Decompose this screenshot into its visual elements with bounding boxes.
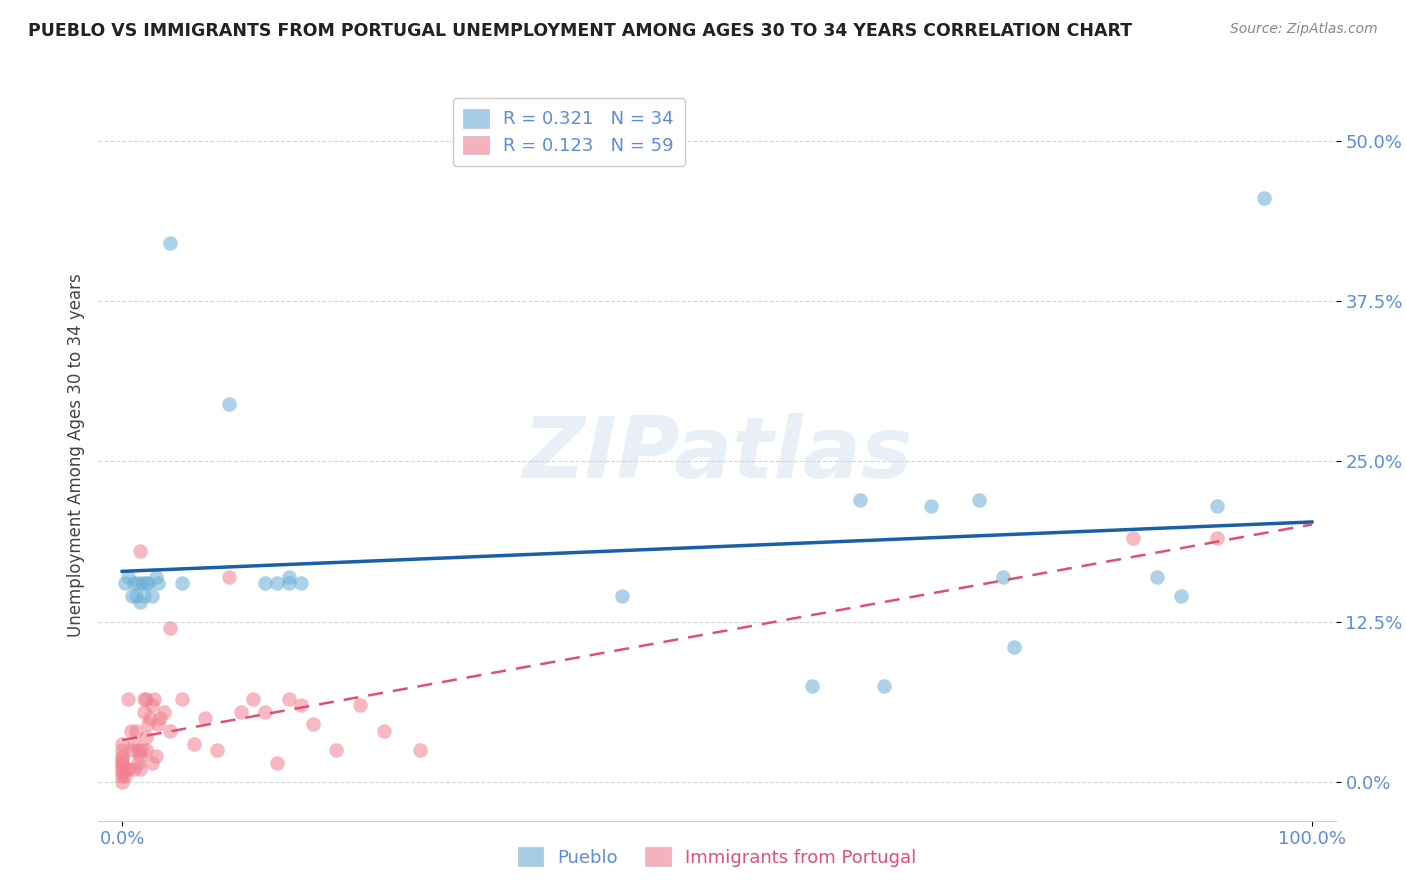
Point bbox=[159, 236, 181, 251]
Point bbox=[111, 756, 134, 770]
Point bbox=[146, 576, 169, 591]
Point bbox=[111, 743, 134, 757]
Point bbox=[132, 691, 155, 706]
Point bbox=[349, 698, 371, 713]
Point bbox=[135, 691, 157, 706]
Point bbox=[138, 711, 160, 725]
Point bbox=[127, 576, 149, 591]
Point bbox=[122, 576, 145, 591]
Point bbox=[277, 570, 299, 584]
Point bbox=[117, 762, 139, 776]
Point bbox=[141, 698, 163, 713]
Point bbox=[129, 762, 152, 776]
Point bbox=[170, 576, 193, 591]
Point bbox=[114, 769, 136, 783]
Point bbox=[121, 743, 143, 757]
Point bbox=[111, 762, 134, 776]
Point bbox=[218, 396, 240, 410]
Text: PUEBLO VS IMMIGRANTS FROM PORTUGAL UNEMPLOYMENT AMONG AGES 30 TO 34 YEARS CORREL: PUEBLO VS IMMIGRANTS FROM PORTUGAL UNEMP… bbox=[28, 22, 1132, 40]
Point bbox=[1205, 532, 1227, 546]
Point bbox=[991, 570, 1014, 584]
Point bbox=[131, 576, 153, 591]
Point bbox=[135, 743, 157, 757]
Text: ZIPatlas: ZIPatlas bbox=[522, 413, 912, 497]
Point bbox=[138, 717, 160, 731]
Point bbox=[132, 705, 155, 719]
Point bbox=[135, 576, 157, 591]
Point bbox=[408, 743, 430, 757]
Point bbox=[146, 717, 169, 731]
Point bbox=[114, 762, 136, 776]
Point bbox=[207, 743, 229, 757]
Point bbox=[183, 737, 205, 751]
Point bbox=[242, 691, 264, 706]
Point bbox=[121, 589, 143, 603]
Point bbox=[218, 570, 240, 584]
Point bbox=[135, 730, 157, 744]
Point bbox=[277, 691, 299, 706]
Point bbox=[872, 679, 894, 693]
Point bbox=[266, 576, 288, 591]
Point bbox=[153, 705, 176, 719]
Point bbox=[138, 576, 160, 591]
Point bbox=[122, 762, 145, 776]
Text: Source: ZipAtlas.com: Source: ZipAtlas.com bbox=[1230, 22, 1378, 37]
Point bbox=[129, 749, 152, 764]
Point bbox=[149, 711, 172, 725]
Point bbox=[127, 743, 149, 757]
Point bbox=[125, 723, 148, 738]
Point bbox=[131, 743, 153, 757]
Point bbox=[127, 756, 149, 770]
Point bbox=[277, 576, 299, 591]
Point bbox=[111, 775, 134, 789]
Point bbox=[373, 723, 395, 738]
Point bbox=[145, 570, 167, 584]
Point bbox=[301, 717, 323, 731]
Point bbox=[132, 589, 155, 603]
Point bbox=[141, 756, 163, 770]
Point bbox=[141, 589, 163, 603]
Legend: Pueblo, Immigrants from Portugal: Pueblo, Immigrants from Portugal bbox=[510, 840, 924, 874]
Point bbox=[253, 576, 276, 591]
Point bbox=[111, 764, 134, 779]
Point bbox=[290, 698, 312, 713]
Point bbox=[1205, 500, 1227, 514]
Point bbox=[117, 570, 139, 584]
Point bbox=[117, 691, 139, 706]
Point bbox=[129, 544, 152, 558]
Point bbox=[253, 705, 276, 719]
Point bbox=[1253, 191, 1275, 205]
Point bbox=[120, 723, 142, 738]
Point bbox=[967, 492, 990, 507]
Point bbox=[1004, 640, 1026, 655]
Point bbox=[111, 758, 134, 772]
Point bbox=[170, 691, 193, 706]
Point bbox=[231, 705, 253, 719]
Point bbox=[145, 749, 167, 764]
Point bbox=[143, 691, 166, 706]
Point bbox=[1170, 589, 1192, 603]
Point bbox=[111, 737, 134, 751]
Point bbox=[325, 743, 347, 757]
Point bbox=[159, 621, 181, 635]
Point bbox=[266, 756, 288, 770]
Point bbox=[920, 500, 942, 514]
Point bbox=[125, 589, 148, 603]
Point bbox=[849, 492, 872, 507]
Point bbox=[801, 679, 824, 693]
Point bbox=[159, 723, 181, 738]
Point bbox=[1146, 570, 1168, 584]
Point bbox=[111, 749, 134, 764]
Point bbox=[111, 752, 134, 766]
Point bbox=[194, 711, 217, 725]
Point bbox=[610, 589, 633, 603]
Y-axis label: Unemployment Among Ages 30 to 34 years: Unemployment Among Ages 30 to 34 years bbox=[66, 273, 84, 637]
Point bbox=[290, 576, 312, 591]
Point bbox=[122, 737, 145, 751]
Point bbox=[111, 769, 134, 783]
Point bbox=[1122, 532, 1144, 546]
Point bbox=[129, 595, 152, 609]
Point bbox=[114, 576, 136, 591]
